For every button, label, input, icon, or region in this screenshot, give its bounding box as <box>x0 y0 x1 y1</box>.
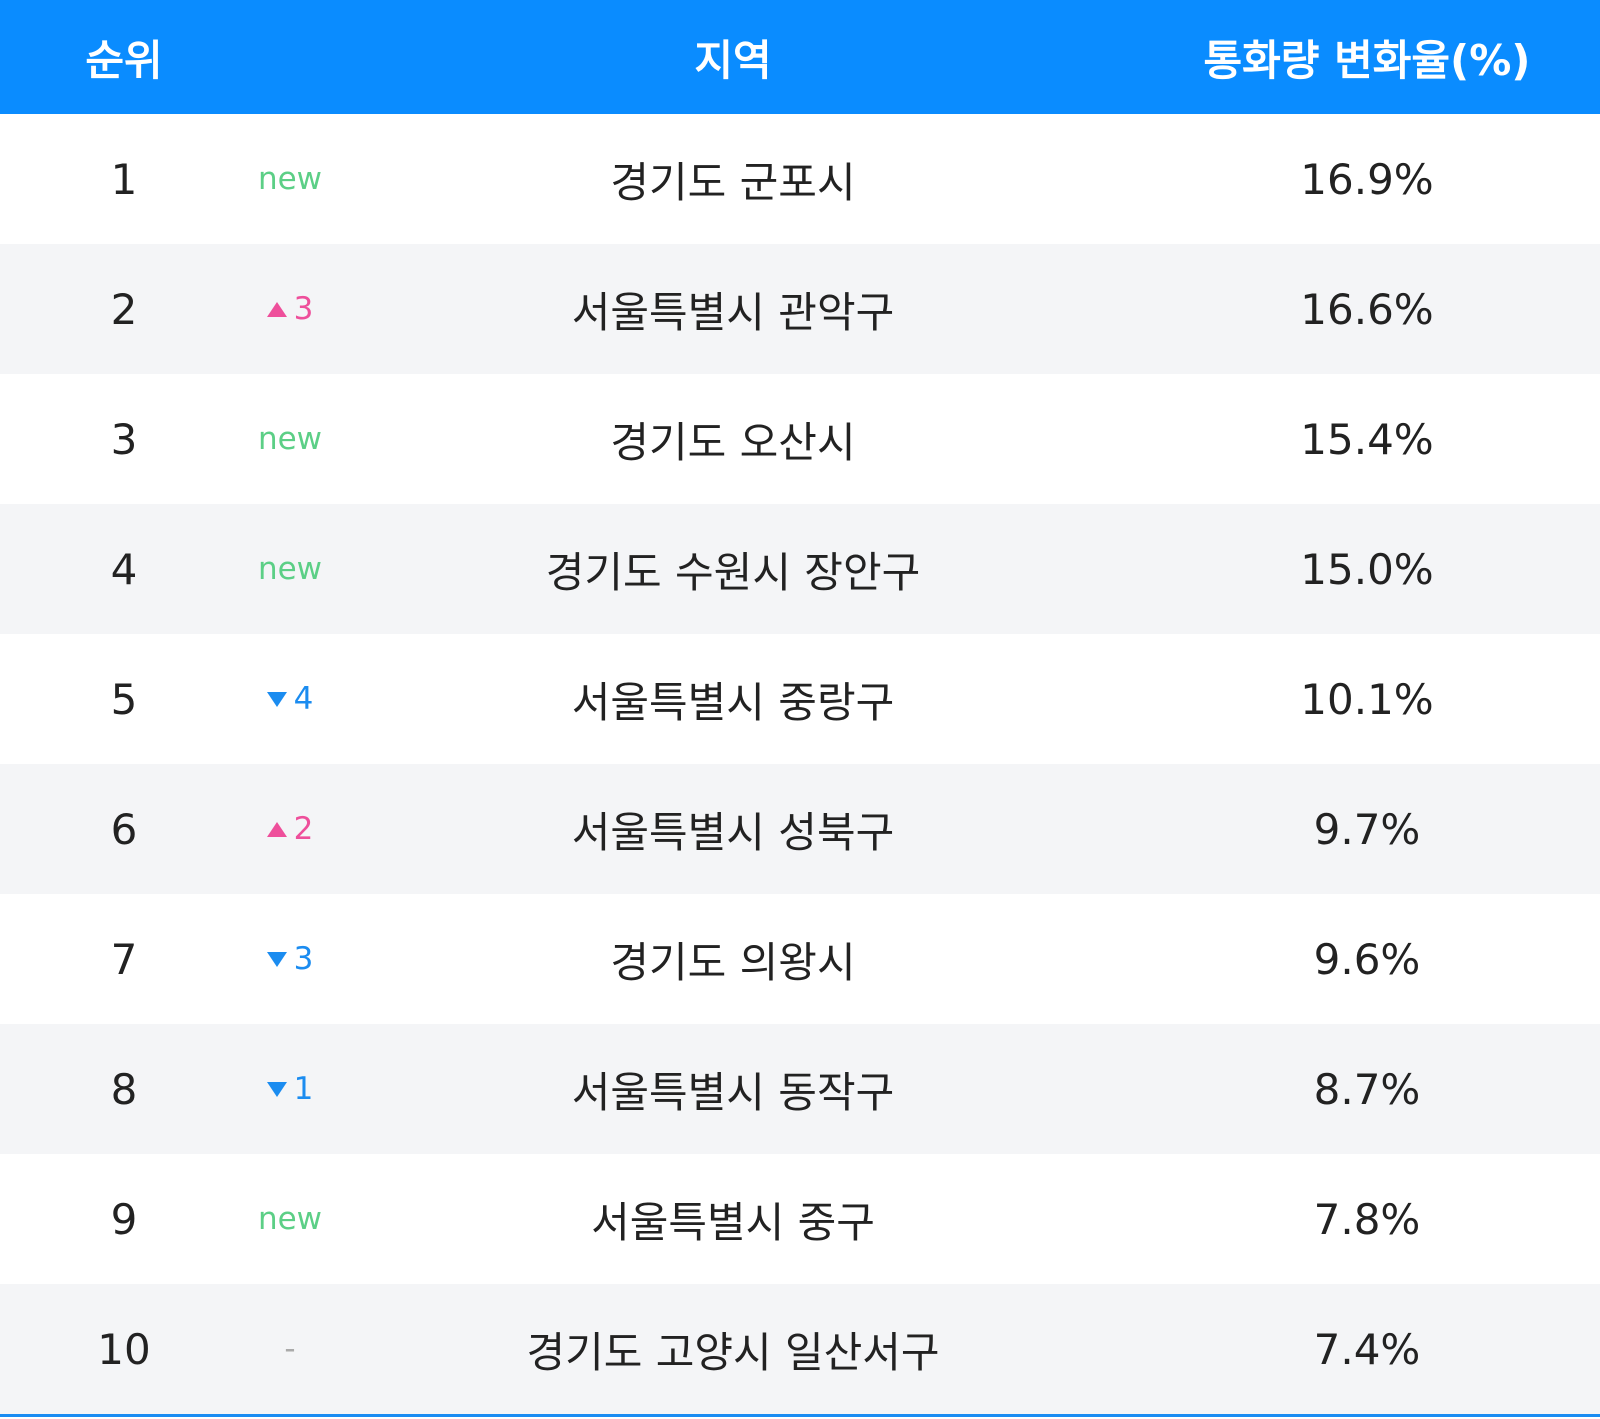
change-label: new <box>257 1201 323 1237</box>
rank: 3 <box>110 414 138 464</box>
region: 경기도 오산시 <box>610 417 856 467</box>
change-value: 4 <box>293 681 314 717</box>
region: 서울특별시 중랑구 <box>571 677 895 727</box>
table-row: 9 new 서울특별시 중구 7.8% <box>0 1154 1600 1284</box>
region: 경기도 고양시 일산서구 <box>526 1327 940 1377</box>
header-cell: 지역 <box>694 35 772 85</box>
region: 서울특별시 성북구 <box>571 807 895 857</box>
header-cell: 통화량 변화율(%) <box>1203 35 1531 85</box>
table-row: 1 new 경기도 군포시 16.9% <box>0 114 1600 244</box>
table-row: 8 1 서울특별시 동작구 8.7% <box>0 1024 1600 1154</box>
rank-change: 1 <box>210 1024 370 1154</box>
change-arrow <box>266 691 287 707</box>
region: 서울특별시 관악구 <box>571 287 895 337</box>
rank-change: 2 <box>210 764 370 894</box>
change-value: 1 <box>293 1071 314 1107</box>
rank-change: new <box>210 114 370 244</box>
rate: 15.4% <box>1300 414 1434 464</box>
rank: 7 <box>110 934 138 984</box>
region: 경기도 군포시 <box>610 157 856 207</box>
rank: 8 <box>110 1064 138 1114</box>
rank-change: 3 <box>210 894 370 1024</box>
region: 서울특별시 동작구 <box>571 1067 895 1117</box>
rate: 15.0% <box>1300 544 1434 594</box>
change-arrow <box>266 1081 287 1097</box>
change-label: new <box>257 421 323 457</box>
change-value: 3 <box>293 941 314 977</box>
table-row: 4 new 경기도 수원시 장안구 15.0% <box>0 504 1600 634</box>
rate: 16.9% <box>1300 154 1434 204</box>
table-row: 7 3 경기도 의왕시 9.6% <box>0 894 1600 1024</box>
change-label: - <box>284 1331 296 1367</box>
region: 서울특별시 중구 <box>591 1197 875 1247</box>
change-value: 3 <box>293 291 314 327</box>
rank: 5 <box>110 674 138 724</box>
rate: 9.7% <box>1313 804 1421 854</box>
change-arrow <box>266 821 287 837</box>
rank: 4 <box>110 544 138 594</box>
rate: 7.8% <box>1313 1194 1421 1244</box>
change-arrow <box>266 951 287 967</box>
rank-change: new <box>210 1154 370 1284</box>
rank-change: 3 <box>210 244 370 374</box>
rate: 8.7% <box>1313 1064 1421 1114</box>
table-row: 3 new 경기도 오산시 15.4% <box>0 374 1600 504</box>
rate: 16.6% <box>1300 284 1434 334</box>
rank-change: 4 <box>210 634 370 764</box>
region: 경기도 의왕시 <box>610 937 856 987</box>
rank-change: new <box>210 504 370 634</box>
header-cell: 순위 <box>85 35 163 85</box>
table-row: 6 2 서울특별시 성북구 9.7% <box>0 764 1600 894</box>
rank: 10 <box>97 1324 151 1374</box>
change-label: new <box>257 161 323 197</box>
rank: 1 <box>110 154 138 204</box>
table-row: 5 4 서울특별시 중랑구 10.1% <box>0 634 1600 764</box>
rank: 2 <box>110 284 138 334</box>
rank-change: - <box>210 1284 370 1414</box>
rate: 9.6% <box>1313 934 1421 984</box>
change-label: new <box>257 551 323 587</box>
table-row: 10 - 경기도 고양시 일산서구 7.4% <box>0 1284 1600 1414</box>
change-arrow <box>266 301 287 317</box>
rate: 7.4% <box>1313 1324 1421 1374</box>
rank-change: new <box>210 374 370 504</box>
rank: 6 <box>110 804 138 854</box>
table-header: 순위 지역 통화량 변화율(%) <box>0 0 1600 114</box>
rate: 10.1% <box>1300 674 1434 724</box>
region: 경기도 수원시 장안구 <box>545 547 921 597</box>
change-value: 2 <box>293 811 314 847</box>
table-row: 2 3 서울특별시 관악구 16.6% <box>0 244 1600 374</box>
rank: 9 <box>110 1194 138 1244</box>
